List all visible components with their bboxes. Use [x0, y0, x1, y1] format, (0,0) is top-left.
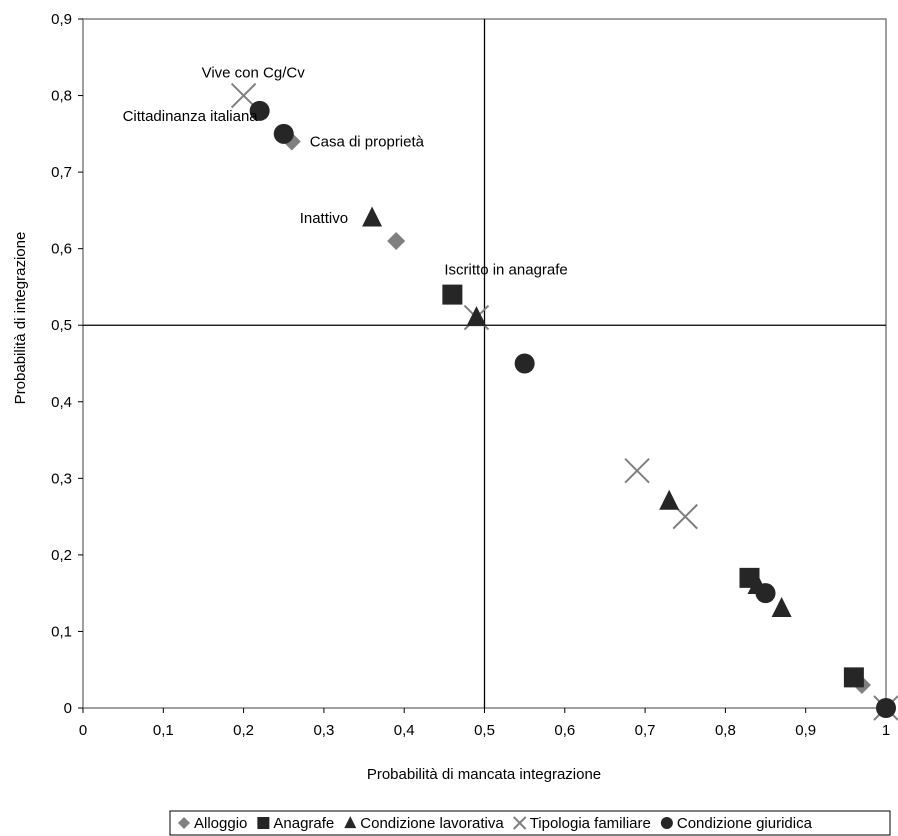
y-tick-label: 0,6 — [51, 241, 72, 258]
x-tick-label: 0 — [79, 722, 87, 739]
x-tick-label: 0,2 — [233, 722, 254, 739]
x-axis-title: Probabilità di mancata integrazione — [367, 766, 601, 783]
y-tick-label: 0,4 — [51, 394, 72, 411]
legend-marker-triangle — [344, 816, 357, 829]
x-tick-label: 0,8 — [715, 722, 736, 739]
point-triangle — [659, 489, 680, 510]
legend-label: Tipologia familiare — [530, 815, 651, 832]
x-tick-label: 0,9 — [795, 722, 816, 739]
legend — [169, 810, 891, 836]
x-tick-label: 0,4 — [394, 722, 415, 739]
y-tick-label: 0,1 — [51, 623, 72, 640]
point-square — [442, 284, 463, 305]
point-circle — [514, 353, 535, 374]
y-tick-label: 0 — [64, 700, 72, 717]
point-circle — [755, 583, 776, 604]
annotation-label: Vive con Cg/Cv — [202, 65, 306, 82]
y-tick-label: 0,9 — [51, 11, 72, 28]
point-circle — [249, 100, 270, 121]
legend-marker-x — [512, 816, 527, 830]
point-triangle — [771, 596, 792, 617]
legend-label: Alloggio — [194, 815, 247, 832]
y-tick-label: 0,7 — [51, 164, 72, 181]
x-tick-label: 1 — [882, 722, 890, 739]
point-triangle — [362, 206, 383, 227]
legend-label: Condizione giuridica — [677, 815, 813, 832]
annotation-label: Casa di proprietà — [310, 133, 425, 150]
legend-marker-square — [257, 817, 270, 829]
point-square — [843, 667, 864, 688]
x-tick-label: 0,5 — [474, 722, 495, 739]
legend-marker-diamond — [178, 817, 190, 829]
point-circle — [876, 698, 896, 718]
legend-marker-circle — [660, 817, 673, 829]
y-axis-title: Probabilità di integrazione — [12, 232, 29, 405]
point-diamond — [387, 232, 406, 251]
x-tick-label: 0,7 — [635, 722, 656, 739]
y-tick-label: 0,8 — [51, 88, 72, 105]
annotation-label: Cittadinanza italiana — [123, 108, 259, 125]
point-x — [624, 457, 650, 484]
x-tick-label: 0,3 — [313, 722, 334, 739]
legend-label: Condizione lavorativa — [360, 815, 504, 832]
y-tick-label: 0,3 — [51, 470, 72, 487]
annotation-label: Iscritto in anagrafe — [444, 262, 567, 279]
x-tick-label: 0,1 — [153, 722, 174, 739]
point-x — [230, 82, 257, 109]
x-tick-label: 0,6 — [554, 722, 575, 739]
point-circle — [273, 123, 294, 144]
y-tick-label: 0,2 — [51, 547, 72, 564]
annotation-label: Inattivo — [300, 210, 348, 227]
point-triangle — [466, 306, 487, 327]
legend-label: Anagrafe — [273, 815, 334, 832]
y-tick-label: 0,5 — [51, 317, 72, 334]
